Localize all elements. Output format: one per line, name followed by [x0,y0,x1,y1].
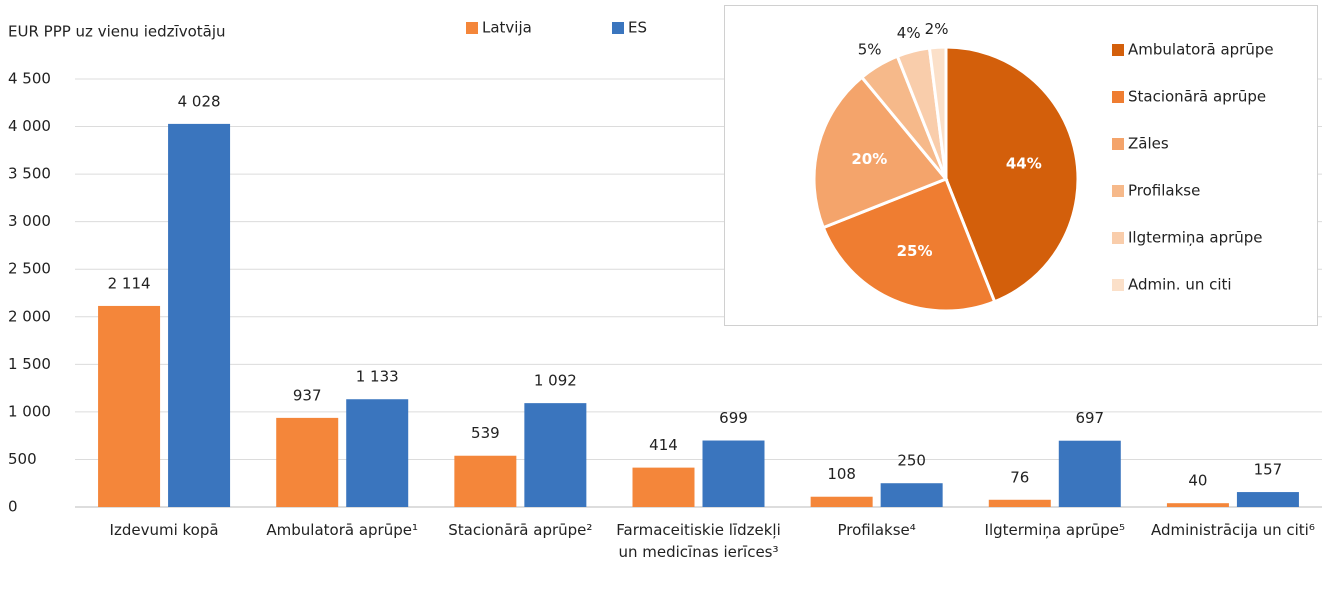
legend-label: Ilgtermiņa aprūpe [1128,229,1263,247]
bar [1058,440,1121,507]
y-tick-label: 1 000 [8,402,51,420]
bar [168,123,231,507]
data-label: 250 [897,452,926,470]
data-label: 699 [719,409,748,427]
x-tick-label: Izdevumi kopā [109,521,219,539]
legend-swatch [1112,232,1124,244]
data-label: 40 [1188,472,1207,490]
y-axis-label: EUR PPP uz vienu iedzīvotāju [8,23,226,41]
bar [346,399,409,507]
bar [1166,503,1229,507]
bar [632,467,695,507]
legend-swatch [612,22,624,34]
data-label: 108 [827,465,856,483]
legend-label: Profilakse [1128,182,1200,200]
legend-swatch [466,22,478,34]
data-label: 157 [1254,461,1283,479]
data-label: 697 [1075,409,1104,427]
legend-label: Ambulatorā aprūpe [1128,41,1274,59]
y-tick-label: 4 000 [8,117,51,135]
slice-label: 4% [897,24,921,42]
legend-swatch [1112,185,1124,197]
legend-label: Stacionārā aprūpe [1128,88,1266,106]
slice-label: 2% [925,20,949,38]
x-tick-label: Ilgtermiņa aprūpe⁵ [984,521,1126,539]
legend-label: Zāles [1128,135,1169,153]
legend-label: Admin. un citi [1128,276,1232,294]
x-tick-label: Farmaceitiskie līdzekļi un medicīnas ier… [616,521,781,561]
pie-slice [927,45,948,180]
legend-label: ES [628,19,647,37]
x-tick-label: Administrācija un citi⁶ [1151,521,1315,539]
y-tick-label: 500 [8,450,37,468]
y-tick-label: 0 [8,498,18,516]
x-tick-label: Stacionārā aprūpe² [448,521,593,539]
bar [1236,492,1299,507]
data-label: 1 092 [534,372,577,390]
data-label: 2 114 [108,274,151,292]
data-label: 937 [293,386,322,404]
bar [880,483,943,507]
y-tick-label: 3 500 [8,165,51,183]
legend-label: Latvija [482,19,532,37]
pie: 44% 25% 20% 5% 4% 2% Ambulatorā aprūpe Stacionā… [812,20,1274,313]
bar [98,305,161,507]
slice-label: 5% [858,40,882,58]
y-tick-label: 2 000 [8,307,51,325]
bar [276,417,339,507]
data-label: 76 [1010,468,1029,486]
data-label: 4 028 [178,92,221,110]
x-tick-label: Ambulatorā aprūpe¹ [266,521,418,539]
bar [454,455,517,507]
legend-swatch [1112,91,1124,103]
legend: Latvija ES [466,19,647,37]
bar [988,499,1051,507]
x-tick-label: Profilakse⁴ [837,521,916,539]
slice-label: 44% [1006,155,1042,173]
bar [810,496,873,507]
legend-swatch [1112,138,1124,150]
data-label: 1 133 [356,368,399,386]
bars: 2 114 4 028 937 1 133 539 1 092 414 699 108 250 76… [98,92,1299,507]
bar [702,440,765,507]
legend-swatch [1112,279,1124,291]
y-tick-label: 1 500 [8,355,51,373]
bar [524,403,587,507]
y-tick-label: 3 000 [8,212,51,230]
data-label: 539 [471,424,500,442]
grid: 0 500 1 000 1 500 2 000 2 500 3 000 3 500 4 000 4… [8,70,1322,516]
slice-label: 20% [851,150,887,168]
y-tick-label: 4 500 [8,70,51,88]
pie-slice [812,75,949,230]
data-label: 414 [649,436,678,454]
pie-slice [944,45,1080,304]
slice-label: 25% [897,242,933,260]
y-tick-label: 2 500 [8,260,51,278]
legend-swatch [1112,44,1124,56]
